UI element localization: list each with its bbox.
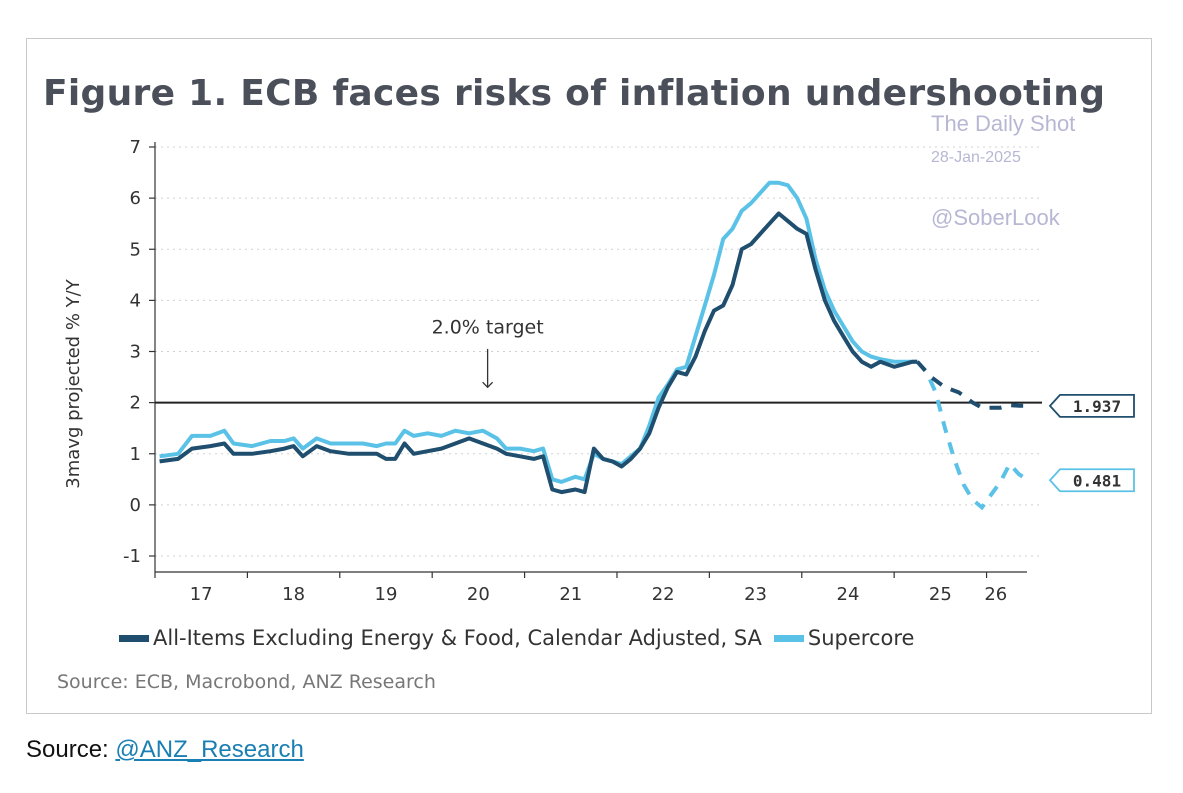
- page-source-prefix: Source:: [26, 736, 116, 763]
- x-tick-label: 19: [375, 584, 398, 605]
- x-tick-label: 23: [744, 584, 767, 605]
- series-projection-supercore: [915, 360, 1030, 511]
- target-arrow-icon: [482, 348, 494, 389]
- axes: [149, 142, 1027, 578]
- legend-swatch-supercore: [773, 634, 804, 642]
- series-line-core: [159, 211, 918, 495]
- y-tick-label: 7: [130, 137, 141, 158]
- watermark-publication: The Daily Shot: [931, 111, 1076, 136]
- source-link[interactable]: @ANZ_Research: [115, 736, 304, 763]
- end-label-core: 1.937: [1048, 393, 1135, 418]
- y-tick-label: 0: [130, 495, 141, 516]
- legend: All-Items Excluding Energy & Food, Calen…: [119, 626, 914, 650]
- end-value-labels: 1.937 0.481: [1048, 393, 1135, 493]
- y-tick-label: 2: [130, 393, 141, 414]
- x-tick-label: 26: [984, 584, 1007, 605]
- legend-label-core: All-Items Excluding Energy & Food, Calen…: [153, 626, 762, 650]
- end-label-text: 1.937: [1073, 397, 1121, 416]
- y-tick-label: 5: [130, 239, 141, 260]
- y-tick-label: 3: [130, 342, 141, 363]
- y-tick-labels: -1 0 1 2 3 4 5 6 7: [123, 137, 141, 567]
- x-tick-label: 20: [467, 584, 490, 605]
- chart-source: Source: ECB, Macrobond, ANZ Research: [57, 671, 436, 693]
- watermark-handle: @SoberLook: [931, 205, 1060, 230]
- x-tick-label: 24: [837, 584, 860, 605]
- legend-swatch-core: [119, 634, 149, 642]
- y-tick-label: 4: [130, 290, 141, 311]
- end-label-box: [1048, 393, 1135, 418]
- x-tick-labels: 17 18 19 20 21 22 23 24 25 26: [190, 584, 1008, 605]
- end-label-supercore: 0.481: [1048, 468, 1135, 493]
- y-tick-label: -1: [123, 546, 141, 567]
- target-annotation: 2.0% target: [432, 317, 544, 339]
- watermark-date: 28-Jan-2025: [931, 149, 1021, 166]
- series-projection-core: [915, 360, 1029, 410]
- x-tick-label: 22: [652, 584, 675, 605]
- y-axis-label: 3mavg projected % Y/Y: [63, 278, 84, 488]
- end-label-text: 0.481: [1073, 471, 1121, 490]
- x-tick-label: 18: [282, 584, 305, 605]
- legend-label-supercore: Supercore: [807, 626, 915, 650]
- chart-frame: Figure 1. ECB faces risks of inflation u…: [26, 38, 1152, 714]
- y-tick-label: 1: [130, 444, 141, 465]
- chart-title: Figure 1. ECB faces risks of inflation u…: [43, 73, 1106, 114]
- end-label-box: [1048, 468, 1135, 493]
- page-source: Source: @ANZ_Research: [26, 736, 304, 764]
- x-tick-label: 17: [190, 584, 213, 605]
- gridlines: [155, 146, 1042, 557]
- x-tick-label: 25: [929, 584, 952, 605]
- y-tick-label: 6: [130, 188, 141, 209]
- arrow-head: [482, 381, 494, 389]
- x-tick-label: 21: [559, 584, 582, 605]
- series-lines: [159, 180, 1030, 511]
